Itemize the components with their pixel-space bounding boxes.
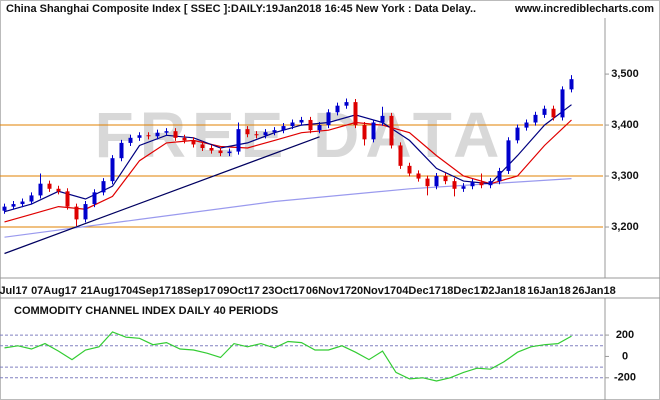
line-series (4, 119, 572, 223)
candle-body (569, 79, 574, 90)
x-tick-label: 02Jan18 (482, 285, 525, 297)
candle-body (299, 119, 304, 123)
candle-body (218, 150, 223, 154)
x-tick-label: 04Sep17 (126, 285, 171, 297)
x-tick-label: Jul17 (0, 285, 28, 297)
candle-body (155, 132, 160, 137)
y-tick-label: 3,300 (611, 170, 639, 182)
panel-title: COMMODITY CHANNEL INDEX DAILY 40 PERIODS (14, 305, 278, 317)
candle-body (56, 188, 61, 192)
candle-body (191, 140, 196, 145)
candle-body (20, 201, 25, 205)
candle-body (182, 137, 187, 141)
x-tick-label: 09Oct17 (217, 285, 260, 297)
candle-body (506, 140, 511, 171)
candle-body (398, 145, 403, 166)
line-series (4, 136, 320, 255)
candle-body (146, 135, 151, 137)
candle-body (533, 114, 538, 123)
candle-body (119, 142, 124, 159)
candle-body (551, 108, 556, 118)
candle-body (434, 176, 439, 187)
candle-body (290, 122, 295, 127)
candle-body (542, 108, 547, 115)
candle-body (263, 132, 268, 136)
candle-body (479, 182, 484, 186)
y-tick-label: 3,200 (611, 221, 639, 233)
candle-body (272, 130, 277, 133)
x-tick-label: 20Nov17 (351, 285, 396, 297)
y-tick-label: 3,500 (611, 68, 639, 80)
candle-body (2, 206, 7, 211)
candle-body (236, 129, 241, 152)
candle-body (137, 135, 142, 138)
watermark: FREE DATA (95, 99, 506, 171)
candle-body (353, 102, 358, 126)
x-tick-label: 21Aug17 (81, 285, 127, 297)
x-tick-label: 04Dec17 (396, 285, 441, 297)
candle-body (254, 134, 259, 136)
candle-body (371, 122, 376, 140)
candle-body (407, 165, 412, 174)
x-tick-label: 26Jan18 (572, 285, 615, 297)
candle-body (308, 119, 313, 131)
y-tick-label: -200 (614, 372, 636, 384)
website: www.incrediblecharts.com (514, 3, 654, 15)
candle-body (425, 178, 430, 187)
line-series (4, 331, 572, 382)
candle-body (74, 206, 79, 220)
candle-body (245, 129, 250, 135)
candle-body (515, 127, 520, 141)
x-tick-label: 23Oct17 (262, 285, 305, 297)
candle-body (362, 125, 367, 140)
candle-body (29, 195, 34, 202)
candle-body (83, 204, 88, 220)
candle-body (227, 151, 232, 154)
y-tick-label: 0 (622, 350, 628, 362)
candle-body (92, 192, 97, 205)
candle-body (380, 115, 385, 123)
candle-body (209, 148, 214, 151)
candle-body (200, 144, 205, 148)
chart-title: China Shanghai Composite Index [ SSEC ]:… (6, 3, 476, 15)
candle-body (416, 173, 421, 179)
x-tick-label: 18Dec17 (441, 285, 486, 297)
candle-body (335, 105, 340, 113)
candle-body (47, 183, 52, 189)
candle-body (110, 158, 115, 182)
x-tick-label: 06Nov17 (306, 285, 351, 297)
candle-body (461, 186, 466, 189)
candle-body (281, 126, 286, 131)
candle-body (560, 89, 565, 118)
candle-body (326, 112, 331, 126)
candle-body (344, 102, 349, 106)
y-tick-label: 3,400 (611, 119, 639, 131)
candle-body (11, 204, 16, 207)
candle-body (488, 181, 493, 186)
candle-body (38, 183, 43, 196)
candle-body (65, 191, 70, 207)
candle-body (452, 181, 457, 189)
candle-body (164, 131, 169, 133)
candle-body (173, 131, 178, 138)
candle-body (443, 176, 448, 182)
candle-body (470, 182, 475, 187)
candle-body (128, 137, 133, 143)
line-series (4, 104, 572, 213)
candle-body (524, 122, 529, 128)
candle-body (389, 115, 394, 146)
candle-body (101, 181, 106, 193)
x-tick-label: 18Sep17 (171, 285, 216, 297)
candle-body (317, 125, 322, 131)
x-tick-label: 16Jan18 (527, 285, 570, 297)
y-tick-label: 200 (616, 329, 634, 341)
candle-body (497, 170, 502, 182)
x-tick-label: 07Aug17 (31, 285, 77, 297)
